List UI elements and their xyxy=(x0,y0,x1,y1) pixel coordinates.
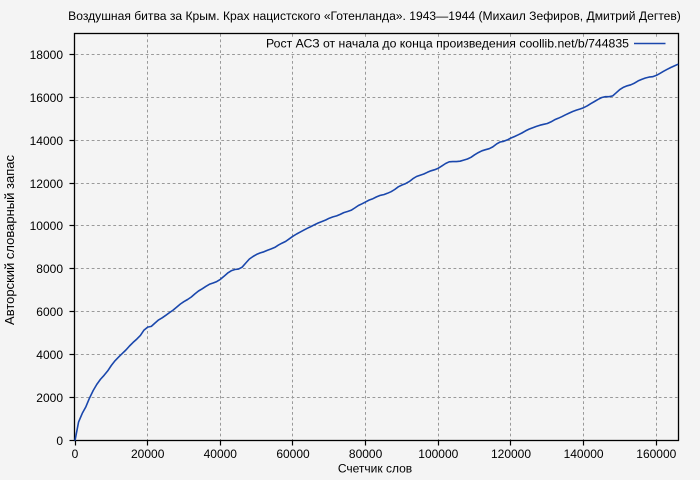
svg-text:Рост АСЗ от начала до конца пр: Рост АСЗ от начала до конца произведения… xyxy=(266,36,629,50)
svg-text:60000: 60000 xyxy=(276,447,310,461)
svg-text:Авторский словарный запас: Авторский словарный запас xyxy=(2,155,17,325)
svg-text:120000: 120000 xyxy=(491,447,531,461)
svg-text:8000: 8000 xyxy=(36,262,63,276)
svg-text:100000: 100000 xyxy=(418,447,458,461)
svg-text:40000: 40000 xyxy=(204,447,238,461)
svg-text:10000: 10000 xyxy=(30,219,64,233)
svg-text:Счетчик слов: Счетчик слов xyxy=(338,462,412,476)
svg-text:2000: 2000 xyxy=(36,391,63,405)
svg-text:12000: 12000 xyxy=(30,177,64,191)
svg-text:18000: 18000 xyxy=(30,48,64,62)
svg-text:160000: 160000 xyxy=(636,447,676,461)
svg-text:6000: 6000 xyxy=(36,305,63,319)
svg-text:Воздушная битва за Крым. Крах: Воздушная битва за Крым. Крах нацистског… xyxy=(68,9,681,23)
svg-text:80000: 80000 xyxy=(349,447,383,461)
svg-text:4000: 4000 xyxy=(36,348,63,362)
svg-text:20000: 20000 xyxy=(131,447,165,461)
svg-text:14000: 14000 xyxy=(30,134,64,148)
svg-text:16000: 16000 xyxy=(30,91,64,105)
svg-text:0: 0 xyxy=(56,434,63,448)
svg-text:0: 0 xyxy=(72,447,79,461)
svg-text:140000: 140000 xyxy=(564,447,604,461)
